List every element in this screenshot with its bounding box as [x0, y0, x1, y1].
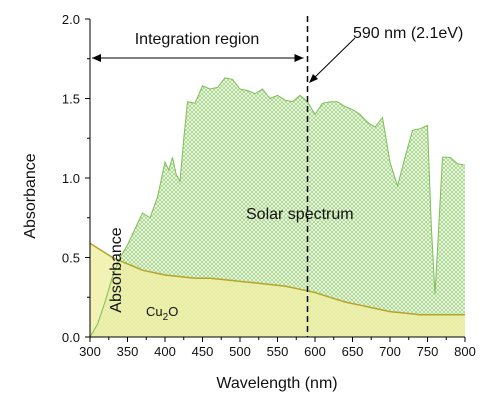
- x-tick-label: 750: [417, 344, 439, 359]
- integration-region-label: Integration region: [135, 31, 260, 48]
- cu2o-absorbance-area: [90, 243, 465, 337]
- x-tick-label: 700: [379, 344, 401, 359]
- x-tick-label: 800: [454, 344, 476, 359]
- absorbance-inner-label: Absorbance: [108, 227, 125, 312]
- y-tick-label: 0.0: [62, 330, 80, 345]
- x-tick-label: 500: [229, 344, 251, 359]
- y-ticks: 0.0 0.5 1.0 1.5 2.0: [62, 12, 90, 345]
- x-tick-label: 300: [79, 344, 101, 359]
- cutoff-label: 590 nm (2.1eV): [353, 25, 463, 42]
- plot-area: [89, 77, 466, 338]
- x-axis-label: Wavelength (nm): [216, 375, 337, 392]
- y-tick-label: 1.5: [62, 92, 80, 107]
- x-tick-label: 550: [267, 344, 289, 359]
- x-tick-label: 600: [304, 344, 326, 359]
- y-tick-label: 0.5: [62, 251, 80, 266]
- x-tick-label: 400: [154, 344, 176, 359]
- cu2o-label: Cu2O: [146, 304, 178, 323]
- x-ticks: 300 350 400 450 500 550 600 650 700 750 800: [79, 337, 476, 359]
- solar-spectrum-label: Solar spectrum: [246, 206, 354, 223]
- x-tick-label: 350: [117, 344, 139, 359]
- y-tick-label: 1.0: [62, 171, 80, 186]
- integration-region-arrow: [92, 54, 304, 62]
- x-tick-label: 450: [192, 344, 214, 359]
- solar-spectrum-line: [89, 77, 466, 338]
- y-axis-label: Absorbance: [22, 153, 39, 238]
- x-tick-label: 650: [342, 344, 364, 359]
- y-tick-label: 2.0: [62, 12, 80, 27]
- cu2o-absorbance-line: [89, 242, 465, 316]
- cutoff-annotation-arrow: [309, 37, 356, 83]
